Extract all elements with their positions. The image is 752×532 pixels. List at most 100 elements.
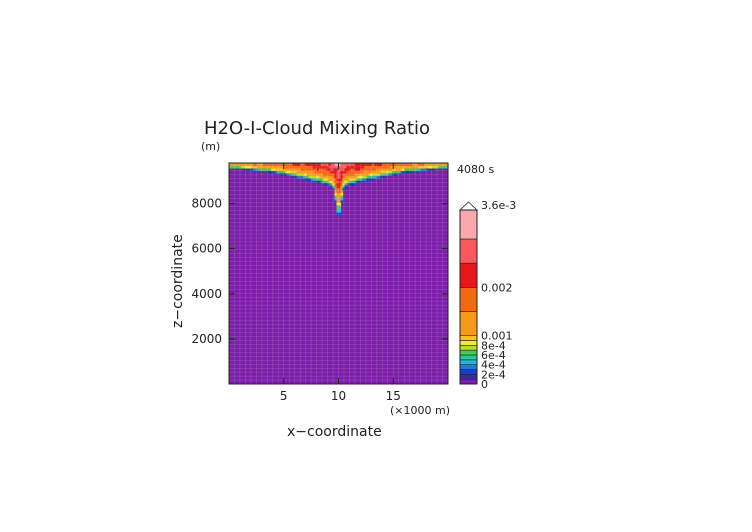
field-cell xyxy=(360,175,363,179)
field-cell xyxy=(444,163,447,167)
field-cell xyxy=(340,185,344,189)
field-cell xyxy=(280,172,284,176)
field-cell xyxy=(280,163,284,167)
field-cell xyxy=(396,165,399,169)
y-tick-label: 8000 xyxy=(191,197,222,211)
y-tick-label: 6000 xyxy=(191,242,222,256)
field-cell xyxy=(402,165,405,169)
field-cell xyxy=(382,175,385,179)
field-cell xyxy=(274,165,278,169)
field-cell xyxy=(336,180,340,184)
field-cell xyxy=(384,163,387,167)
field-cell xyxy=(308,177,312,181)
field-cell xyxy=(434,165,437,169)
field-cell xyxy=(390,163,393,167)
field-cell xyxy=(408,165,411,169)
field-cell xyxy=(400,163,403,167)
field-cell xyxy=(366,165,369,169)
field-cell xyxy=(340,177,344,181)
field-cell xyxy=(320,163,324,167)
field-cell xyxy=(338,177,342,181)
colorbar-segment xyxy=(459,262,478,288)
field-cell xyxy=(354,180,358,184)
field-cell xyxy=(378,167,381,171)
field-cell xyxy=(318,167,322,171)
field-cell xyxy=(276,163,280,167)
field-cell xyxy=(336,192,340,196)
field-cell xyxy=(316,172,320,176)
field-cell xyxy=(350,180,354,184)
field-cell xyxy=(304,167,308,171)
field-cell xyxy=(254,167,258,171)
field-cell xyxy=(302,165,306,169)
field-cell xyxy=(362,163,365,167)
field-cell xyxy=(436,163,439,167)
field-cell xyxy=(334,197,338,201)
field-cell xyxy=(338,185,342,189)
field-cell xyxy=(324,182,328,186)
field-cell xyxy=(262,163,266,167)
field-cell xyxy=(298,170,302,174)
field-cell xyxy=(292,172,296,176)
field-cell xyxy=(386,170,389,174)
field-cell xyxy=(332,177,336,181)
field-cell xyxy=(336,197,340,201)
colorbar-segment xyxy=(459,349,478,356)
field-cell xyxy=(364,165,367,169)
field-cell xyxy=(410,167,413,171)
field-cell xyxy=(324,167,328,171)
field-cell xyxy=(334,185,338,189)
field-cell xyxy=(278,167,282,171)
field-cell xyxy=(236,163,240,167)
field-cell xyxy=(378,165,381,169)
field-cell xyxy=(288,167,292,171)
field-cell xyxy=(316,163,320,167)
field-cell xyxy=(344,177,348,181)
field-cell xyxy=(340,192,344,196)
field-cell xyxy=(324,172,328,176)
field-cell xyxy=(368,177,371,181)
field-cell xyxy=(358,177,361,181)
field-cell xyxy=(344,170,348,174)
field-cell xyxy=(344,182,348,186)
field-cell xyxy=(430,167,433,171)
colorbar-segment xyxy=(459,374,478,380)
field-cell xyxy=(326,163,330,167)
field-cell xyxy=(330,165,334,169)
field-cell xyxy=(384,170,387,174)
field-cell xyxy=(294,170,298,174)
field-cell xyxy=(362,167,365,171)
field-cell xyxy=(372,175,375,179)
colorbar-segment xyxy=(459,209,478,240)
field-cell xyxy=(328,167,332,171)
field-cell xyxy=(380,163,383,167)
field-cell xyxy=(338,202,342,206)
field-cell xyxy=(394,172,397,176)
field-cell xyxy=(234,163,238,167)
field-cell xyxy=(368,175,371,179)
field-cell xyxy=(318,177,322,181)
colorbar-segment xyxy=(459,369,478,375)
field-cell xyxy=(346,177,350,181)
field-cell xyxy=(372,163,375,167)
field-cell xyxy=(290,170,294,174)
field-cell xyxy=(390,170,393,174)
field-cell xyxy=(386,172,389,176)
field-cell xyxy=(232,163,236,167)
plot-grid xyxy=(229,163,448,384)
field-cell xyxy=(264,167,268,171)
field-cell xyxy=(368,163,371,167)
field-cell xyxy=(400,167,403,171)
colorbar-segment xyxy=(459,335,478,341)
field-cell xyxy=(340,194,344,198)
field-cell xyxy=(336,177,340,181)
field-cell xyxy=(310,165,314,169)
field-cell xyxy=(272,165,276,169)
field-cell xyxy=(370,165,373,169)
field-cell xyxy=(284,170,288,174)
y-tick-label: 4000 xyxy=(191,287,222,301)
field-cell xyxy=(268,163,272,167)
field-cell xyxy=(348,175,352,179)
field-cell xyxy=(328,175,332,179)
colorbar-tick-label: 0.001 xyxy=(481,330,513,343)
